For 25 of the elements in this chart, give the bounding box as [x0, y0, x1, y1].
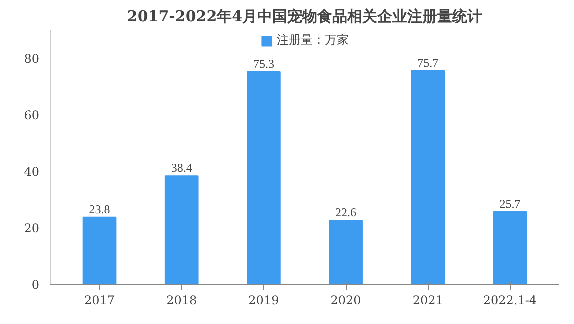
x-tick-label: 2017: [84, 294, 116, 308]
data-label: 75.7: [418, 56, 439, 70]
bar: [164, 176, 199, 284]
y-tick-label: 20: [24, 222, 40, 236]
y-tick-label: 60: [24, 108, 40, 123]
x-tick-label: 2020: [330, 294, 362, 308]
y-tick-label: 80: [24, 52, 40, 66]
bar: [247, 71, 281, 284]
bar: [411, 70, 446, 284]
data-label: 25.7: [500, 196, 521, 211]
data-label: 38.4: [171, 161, 192, 176]
legend-label: 注册量：万家: [277, 32, 349, 49]
data-label: 22.6: [336, 206, 357, 220]
chart-title: 2017-2022年4月中国宠物食品相关企业注册量统计: [127, 8, 483, 26]
y-tick-label: 40: [24, 165, 40, 180]
x-tick-label: 2021: [412, 294, 444, 308]
data-label: 75.3: [253, 56, 274, 71]
x-tick-label: 2022.1-4: [483, 294, 538, 308]
data-label: 23.8: [89, 202, 110, 216]
bar: [82, 216, 117, 284]
x-tick-label: 2019: [248, 294, 280, 308]
y-tick-label: 0: [32, 278, 40, 292]
x-tick-label: 2018: [166, 294, 198, 308]
bar: [329, 220, 363, 284]
bar: [493, 211, 528, 284]
